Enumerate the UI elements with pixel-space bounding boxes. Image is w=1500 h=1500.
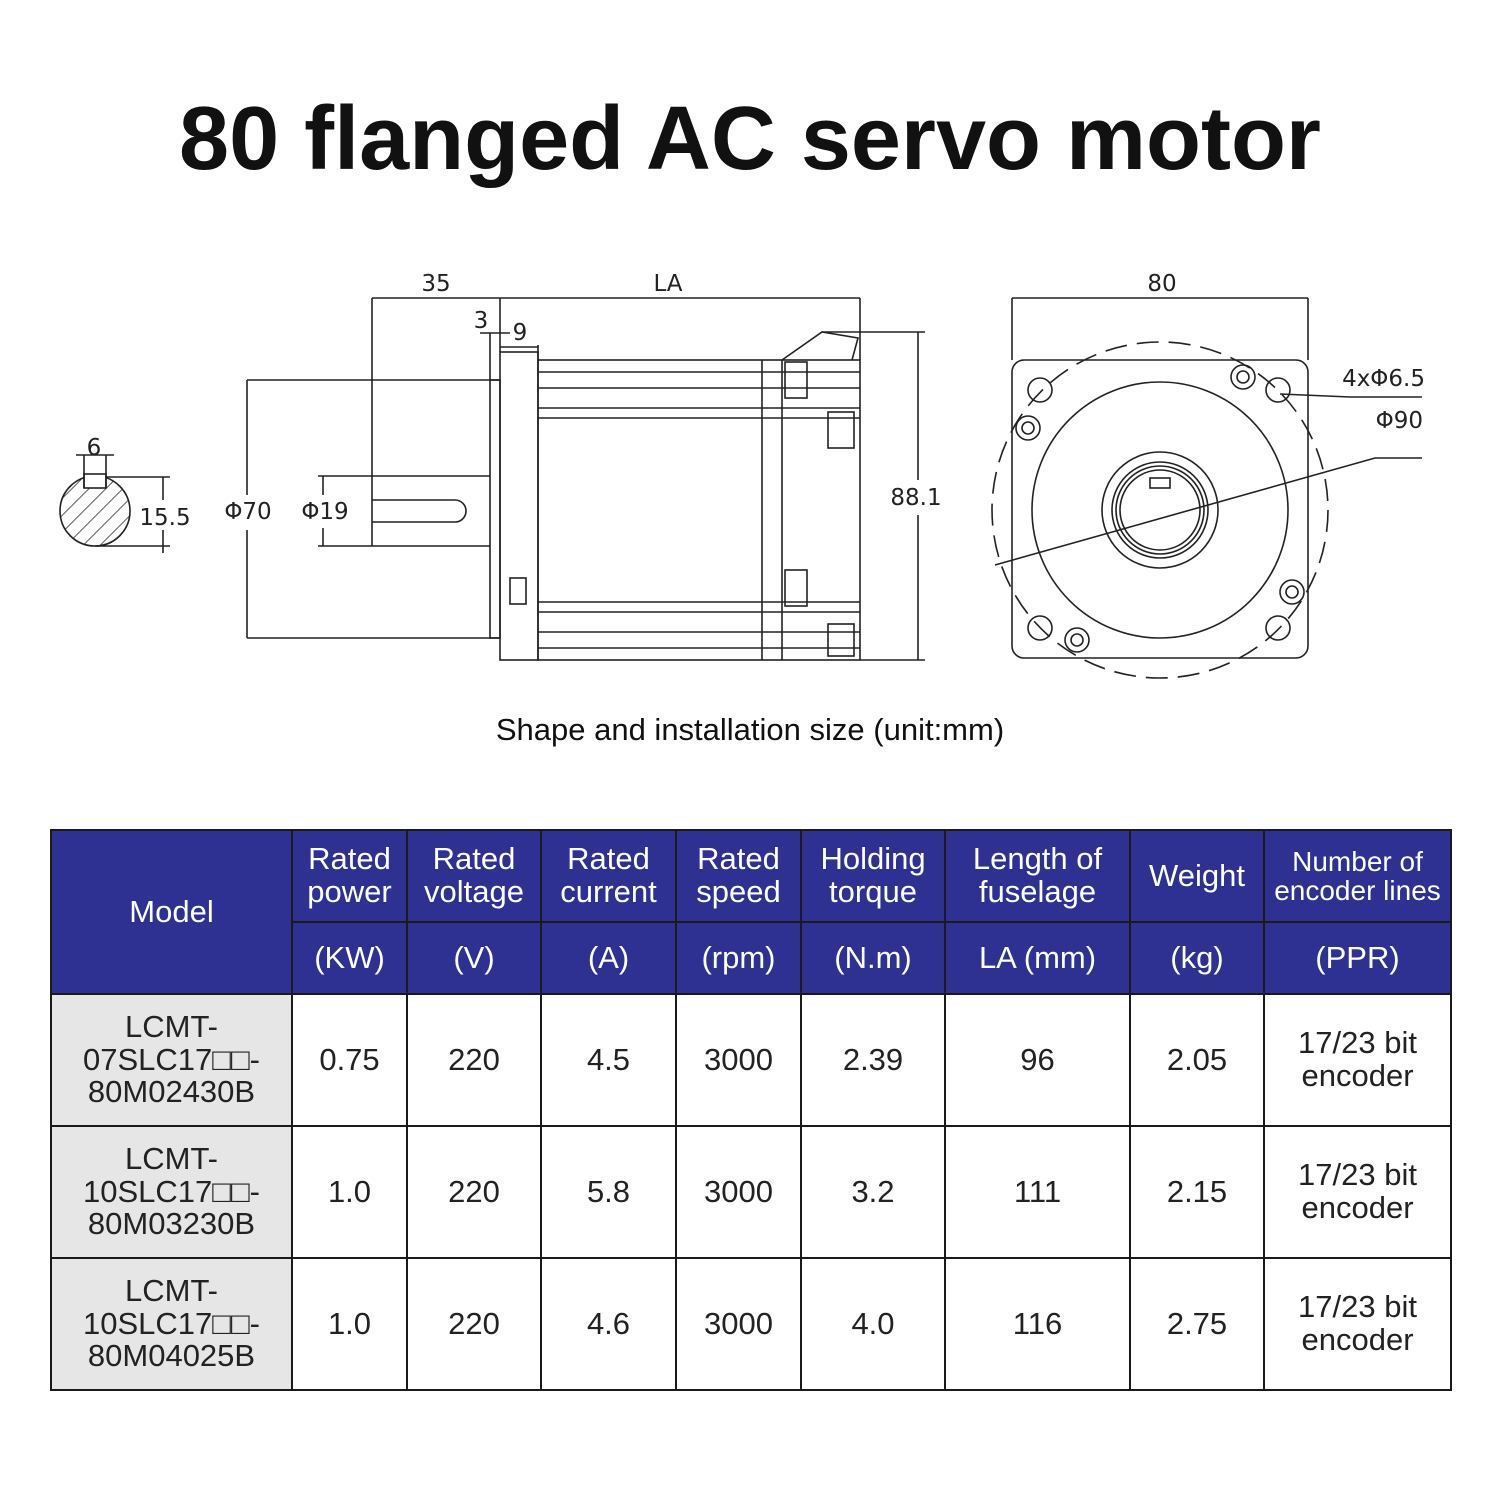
header-model: Model <box>50 829 293 995</box>
header-length: Length of fuselage <box>944 829 1131 923</box>
encoder-line: 17/23 bit <box>1298 1289 1417 1325</box>
torque-cell: 2.39 <box>800 993 946 1127</box>
motor-side-view <box>246 297 925 661</box>
current-cell: 4.5 <box>540 993 677 1127</box>
page-title: 80 flanged AC servo motor <box>179 89 1321 189</box>
encoder-line: 17/23 bit <box>1298 1157 1417 1193</box>
weight-cell: 2.05 <box>1129 993 1265 1127</box>
model-line: 10SLC17□□- <box>82 1305 261 1341</box>
encoder-cell: 17/23 bit encoder <box>1263 1125 1452 1259</box>
model-line: 80M03230B <box>87 1206 256 1242</box>
shaft-length-label: 35 <box>421 271 450 297</box>
model-cell: LCMT- 10SLC17□□- 80M04025B <box>50 1257 293 1391</box>
hole-spec-label: 4xΦ6.5 <box>1342 366 1425 392</box>
header-rated-speed: Rated speed <box>675 829 802 923</box>
current-cell: 4.6 <box>540 1257 677 1391</box>
model-line: LCMT- <box>125 1009 218 1045</box>
model-line: LCMT- <box>125 1141 218 1177</box>
length-cell: 111 <box>944 1125 1131 1259</box>
length-cell: 116 <box>944 1257 1131 1391</box>
key-depth-label: 15.5 <box>139 505 190 531</box>
speed-cell: 3000 <box>675 993 802 1127</box>
header-rated-voltage: Rated voltage <box>406 829 542 923</box>
model-cell: LCMT- 10SLC17□□- 80M03230B <box>50 1125 293 1259</box>
encoder-cell: 17/23 bit encoder <box>1263 1257 1452 1391</box>
shaft-diameter-label: Φ19 <box>301 499 348 525</box>
unit-voltage: (V) <box>406 921 542 995</box>
motor-front-view <box>991 297 1422 679</box>
weight-cell: 2.75 <box>1129 1257 1265 1391</box>
voltage-cell: 220 <box>406 993 542 1127</box>
header-row: Model Rated power Rated voltage Rated cu… <box>50 829 1452 995</box>
flange-width-label: 80 <box>1147 271 1176 297</box>
header-rated-power: Rated power <box>291 829 408 923</box>
power-cell: 1.0 <box>291 1257 408 1391</box>
encoder-line: encoder <box>1301 1190 1414 1225</box>
encoder-cell: 17/23 bit encoder <box>1263 993 1452 1127</box>
key-width-label: 6 <box>87 435 102 461</box>
encoder-line: 17/23 bit <box>1298 1025 1417 1061</box>
height-label: 88.1 <box>890 485 941 511</box>
pitch-circle-label: Φ90 <box>1376 408 1423 434</box>
model-line: 80M04025B <box>87 1338 256 1374</box>
spigot-diameter-label: Φ70 <box>224 499 271 525</box>
weight-cell: 2.15 <box>1129 1125 1265 1259</box>
unit-speed: (rpm) <box>675 921 802 995</box>
speed-cell: 3000 <box>675 1257 802 1391</box>
unit-weight: (kg) <box>1129 921 1265 995</box>
dimension-drawing: 6 15.5 Φ70 Φ19 35 3 9 LA 88.1 80 4xΦ6.5 … <box>59 271 1425 679</box>
spec-table: Model Rated power Rated voltage Rated cu… <box>50 829 1452 1391</box>
table-row: LCMT- 07SLC17□□- 80M02430B 0.75 220 4.5 3000 2.… <box>50 993 1452 1127</box>
unit-torque: (N.m) <box>800 921 946 995</box>
voltage-cell: 220 <box>406 1257 542 1391</box>
unit-encoder: (PPR) <box>1263 921 1452 995</box>
flange-thickness-label: 9 <box>513 320 528 346</box>
unit-power: (KW) <box>291 921 408 995</box>
table-row: LCMT- 10SLC17□□- 80M04025B 1.0 220 4.6 3000 4.0… <box>50 1257 1452 1391</box>
model-line: 10SLC17□□- <box>82 1173 261 1209</box>
length-cell: 96 <box>944 993 1131 1127</box>
encoder-line: encoder <box>1301 1058 1414 1093</box>
model-line: 80M02430B <box>87 1074 256 1110</box>
voltage-cell: 220 <box>406 1125 542 1259</box>
power-cell: 1.0 <box>291 1125 408 1259</box>
unit-current: (A) <box>540 921 677 995</box>
header-holding-torque: Holding torque <box>800 829 946 923</box>
table-row: LCMT- 10SLC17□□- 80M03230B 1.0 220 5.8 3000 3.2… <box>50 1125 1452 1259</box>
header-encoder-lines: Number of encoder lines <box>1263 829 1452 923</box>
drawing-caption: Shape and installation size (unit:mm) <box>495 712 1005 747</box>
torque-cell: 3.2 <box>800 1125 946 1259</box>
header-weight: Weight <box>1129 829 1265 923</box>
unit-row: (KW) (V) (A) (rpm) (N.m) LA (mm) (kg) (P… <box>51 921 1452 995</box>
unit-length: LA (mm) <box>944 921 1131 995</box>
shaft-section <box>59 454 170 553</box>
flange-step-label: 3 <box>474 308 489 334</box>
torque-cell: 4.0 <box>800 1257 946 1391</box>
power-cell: 0.75 <box>291 993 408 1127</box>
header-rated-current: Rated current <box>540 829 677 923</box>
model-cell: LCMT- 07SLC17□□- 80M02430B <box>50 993 293 1127</box>
body-length-label: LA <box>653 271 682 297</box>
encoder-line: encoder <box>1301 1322 1414 1357</box>
current-cell: 5.8 <box>540 1125 677 1259</box>
model-line: LCMT- <box>125 1273 218 1309</box>
model-line: 07SLC17□□- <box>82 1041 261 1077</box>
speed-cell: 3000 <box>675 1125 802 1259</box>
